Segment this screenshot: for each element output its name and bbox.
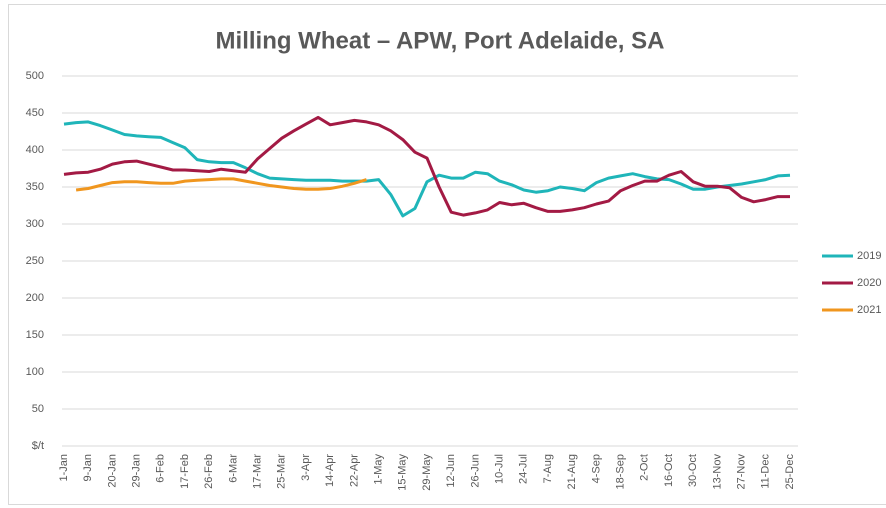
x-tick-label: 3-Apr xyxy=(300,454,312,481)
x-tick-label: 9-Jan xyxy=(82,454,94,482)
x-tick-label: 6-Feb xyxy=(155,454,167,483)
series-line xyxy=(63,120,791,218)
x-tick-label: 17-Feb xyxy=(179,454,191,489)
y-tick-label: 450 xyxy=(26,107,44,119)
chart-border xyxy=(8,4,886,505)
y-tick-label: 50 xyxy=(32,403,44,415)
x-tick-label: 18-Sep xyxy=(615,454,627,489)
legend-label: 2019 xyxy=(857,250,881,262)
series-line xyxy=(63,115,790,217)
x-tick-label: 11-Dec xyxy=(760,454,772,489)
y-tick-label: 400 xyxy=(26,144,44,156)
x-tick-label: 27-Nov xyxy=(736,454,748,490)
x-tick-label: 7-Aug xyxy=(542,454,554,483)
x-tick-label: 30-Oct xyxy=(687,454,699,487)
y-tick-label: 150 xyxy=(26,329,44,341)
x-tick-label: 14-Apr xyxy=(324,454,336,487)
x-tick-label: 10-Jul xyxy=(494,454,506,484)
y-tick-label: 350 xyxy=(26,181,44,193)
y-tick-label: $/t xyxy=(32,440,44,452)
x-tick-label: 26-Jun xyxy=(469,454,481,488)
x-tick-label: 25-Dec xyxy=(784,454,796,490)
x-tick-label: 6-Mar xyxy=(227,454,239,483)
legend-label: 2020 xyxy=(857,277,881,289)
x-tick-label: 12-Jun xyxy=(445,454,457,488)
x-tick-label: 29-May xyxy=(421,454,433,491)
x-tick-label: 1-May xyxy=(373,454,385,485)
chart-title: Milling Wheat – APW, Port Adelaide, SA xyxy=(216,27,665,54)
x-tick-label: 16-Oct xyxy=(663,454,675,487)
x-tick-label: 1-Jan xyxy=(58,454,70,482)
x-tick-label: 21-Aug xyxy=(566,454,578,489)
y-tick-label: 250 xyxy=(26,255,44,267)
x-tick-label: 26-Feb xyxy=(203,454,215,489)
x-tick-label: 2-Oct xyxy=(639,454,651,481)
y-tick-label: 200 xyxy=(26,292,44,304)
y-tick-label: 100 xyxy=(26,366,44,378)
x-tick-label: 24-Jul xyxy=(518,454,530,484)
series-line xyxy=(75,177,367,192)
legend-label: 2021 xyxy=(857,304,881,316)
x-tick-label: 15-May xyxy=(397,454,409,491)
y-tick-label: 300 xyxy=(26,218,44,230)
y-tick-label: 500 xyxy=(26,70,44,82)
x-tick-label: 4-Sep xyxy=(590,454,602,483)
x-tick-label: 29-Jan xyxy=(131,454,143,488)
x-tick-label: 25-Mar xyxy=(276,454,288,489)
x-tick-label: 20-Jan xyxy=(106,454,118,488)
x-tick-label: 17-Mar xyxy=(252,454,264,489)
x-tick-label: 22-Apr xyxy=(348,454,360,487)
x-tick-label: 13-Nov xyxy=(711,454,723,490)
